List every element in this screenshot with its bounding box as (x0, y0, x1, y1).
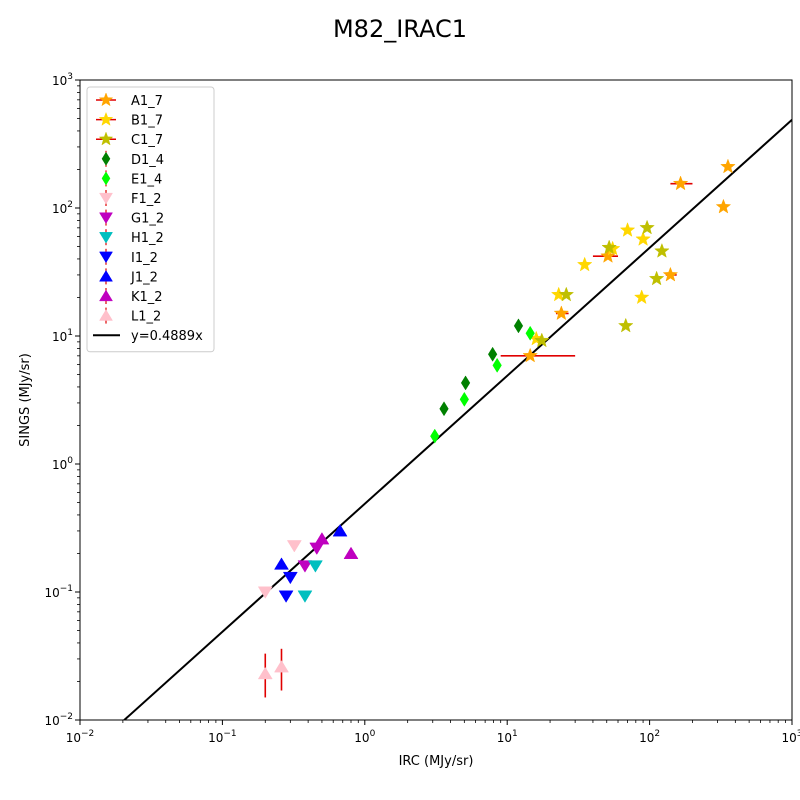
legend-marker-I1_2 (99, 251, 113, 264)
plot-frame (79, 79, 793, 721)
x-tick-label: 103 (781, 729, 800, 745)
legend-label-F1_2: F1_2 (131, 192, 162, 207)
legend-label-A1_7: A1_7 (131, 94, 163, 109)
data-point-C1_7 (639, 219, 655, 235)
data-point-L1_2 (257, 666, 273, 680)
legend-marker-J1_2 (99, 270, 113, 282)
legend-label-G1_2: G1_2 (131, 212, 164, 227)
legend-label-B1_7: B1_7 (131, 114, 163, 129)
data-point-B1_7 (576, 256, 593, 272)
legend-marker-L1_2 (99, 309, 113, 321)
legend-label-I1_2: I1_2 (131, 251, 158, 266)
data-point-E1_4 (525, 325, 535, 341)
data-point-A1_7 (720, 158, 736, 174)
legend-label-L1_2: L1_2 (131, 310, 161, 325)
x-tick-label: 100 (354, 729, 375, 745)
data-point-C1_7 (654, 242, 670, 258)
plot-marks (122, 119, 792, 720)
data-point-C1_7 (617, 317, 634, 333)
y-tick-label: 100 (52, 456, 73, 472)
x-tick-label: 10−1 (208, 729, 237, 745)
data-point-C1_7 (558, 286, 575, 302)
legend-label-H1_2: H1_2 (131, 231, 164, 246)
data-point-J1_2 (274, 557, 289, 570)
data-point-F1_2 (257, 586, 273, 599)
legend-label-E1_4: E1_4 (131, 172, 162, 187)
data-point-E1_4 (459, 391, 469, 407)
legend-label-J1_2: J1_2 (130, 270, 158, 285)
y-tick-label: 102 (52, 200, 73, 216)
data-point-K1_2 (314, 532, 330, 545)
data-point-L1_2 (274, 660, 289, 673)
data-point-A1_7 (522, 347, 538, 363)
data-point-B1_7 (633, 289, 650, 305)
data-point-A1_7 (662, 266, 679, 282)
y-tick-label: 10−2 (44, 712, 73, 728)
data-point-D1_4 (439, 401, 449, 417)
y-tick-label: 10−1 (44, 584, 73, 600)
x-axis-label: IRC (MJy/sr) (399, 754, 474, 769)
y-tick-label: 103 (52, 72, 73, 88)
data-point-C1_7 (601, 239, 617, 255)
data-point-H1_2 (307, 560, 323, 573)
legend-label-D1_4: D1_4 (131, 153, 164, 168)
legend-marker-E1_4 (101, 171, 111, 186)
data-point-H1_2 (297, 590, 313, 603)
data-point-K1_2 (343, 546, 359, 559)
legend-label-fit: y=0.4889x (131, 329, 203, 344)
legend-box (86, 86, 215, 353)
data-point-A1_7 (553, 305, 570, 321)
data-point-I1_2 (278, 590, 294, 603)
legend-marker-B1_7 (98, 111, 114, 126)
legend-label-K1_2: K1_2 (131, 290, 163, 305)
legend-marker-A1_7 (98, 92, 114, 107)
y-tick-label: 101 (52, 328, 73, 344)
x-tick-label: 102 (639, 729, 660, 745)
data-point-D1_4 (487, 346, 498, 362)
data-point-C1_7 (534, 332, 550, 348)
legend: A1_7 B1_7 C1_7 D1_4 E1_4 F1_2 G1_2 H1_2 I1_2 J1_2… (86, 86, 215, 353)
data-point-J1_2 (332, 524, 348, 537)
legend-marker-C1_7 (98, 131, 114, 146)
data-point-E1_4 (492, 357, 502, 373)
data-point-D1_4 (460, 375, 471, 391)
legend-label-C1_7: C1_7 (131, 133, 163, 148)
chart-title: M82_IRAC1 (333, 15, 467, 43)
legend-marker-D1_4 (101, 151, 111, 166)
axis-ticks: 10−2 10−1 100 101 102 103 10−2 10−1 100 101 102 103 (44, 72, 800, 745)
data-point-D1_4 (513, 318, 524, 334)
data-point-G1_2 (297, 560, 313, 573)
data-point-C1_7 (648, 270, 665, 286)
data-point-F1_2 (286, 540, 302, 553)
legend-marker-K1_2 (99, 289, 113, 302)
legend-marker-H1_2 (99, 232, 113, 244)
data-point-B1_7 (635, 231, 651, 246)
legend-marker-F1_2 (99, 192, 113, 205)
data-point-A1_7 (715, 198, 732, 214)
y-axis-label: SINGS (MJy/sr) (18, 353, 33, 447)
data-point-B1_7 (619, 222, 636, 237)
x-tick-label: 101 (497, 729, 518, 745)
plot-area (122, 119, 792, 720)
legend-marker-G1_2 (99, 212, 113, 224)
data-point-I1_2 (282, 571, 298, 585)
data-point-A1_7 (672, 175, 689, 191)
data-point-E1_4 (430, 428, 440, 444)
x-tick-label: 10−2 (66, 729, 95, 745)
